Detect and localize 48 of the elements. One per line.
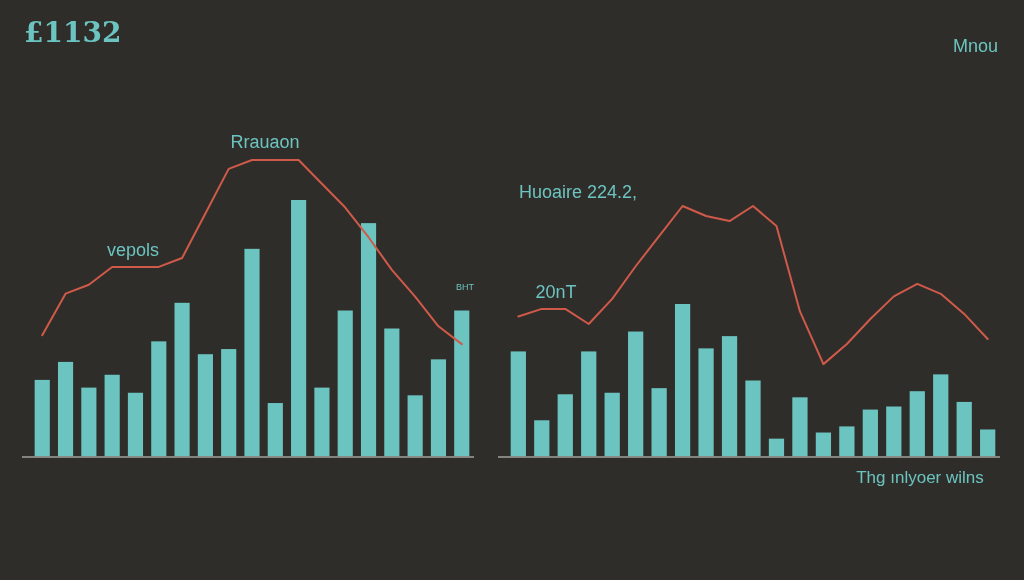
bar — [862, 409, 878, 457]
bar — [221, 349, 237, 457]
bar — [721, 336, 738, 457]
chart-title: Mnou — [952, 36, 998, 56]
bar — [151, 341, 167, 457]
bar — [909, 391, 925, 457]
bar — [581, 351, 597, 457]
bar — [384, 328, 400, 457]
bar — [604, 392, 620, 457]
annotation: 20nT — [535, 282, 577, 302]
bar — [510, 351, 526, 457]
bar — [557, 394, 573, 457]
bar — [815, 432, 832, 457]
bar — [628, 331, 644, 457]
bar — [197, 354, 213, 457]
bar — [745, 380, 761, 457]
bar — [314, 387, 330, 457]
bar — [454, 310, 470, 457]
bar — [291, 200, 307, 457]
annotation: BHT — [456, 282, 475, 292]
bar — [267, 403, 283, 457]
bar — [174, 302, 190, 457]
bar — [104, 374, 120, 457]
bar — [360, 223, 377, 457]
bar — [698, 348, 714, 457]
bar — [956, 401, 972, 457]
bar — [674, 304, 691, 457]
bar — [34, 379, 50, 457]
bar — [244, 248, 260, 457]
annotation: vepols — [106, 240, 160, 260]
bar — [768, 438, 785, 457]
bar — [81, 387, 97, 457]
bar — [651, 388, 667, 457]
bar — [534, 420, 550, 457]
bar — [839, 426, 855, 457]
bar — [57, 361, 74, 457]
bar — [430, 359, 447, 457]
bar — [886, 406, 902, 457]
text: Thg ınlyoer wilns — [856, 468, 984, 487]
bar — [933, 374, 949, 457]
bar — [980, 429, 996, 457]
text: Rrauaon — [230, 132, 300, 152]
bar — [127, 392, 144, 457]
chart-title: £1132 — [24, 16, 122, 49]
text: Huoaire 224.2, — [518, 182, 638, 202]
bar — [792, 397, 808, 457]
bar — [407, 395, 423, 457]
bar — [337, 310, 353, 457]
